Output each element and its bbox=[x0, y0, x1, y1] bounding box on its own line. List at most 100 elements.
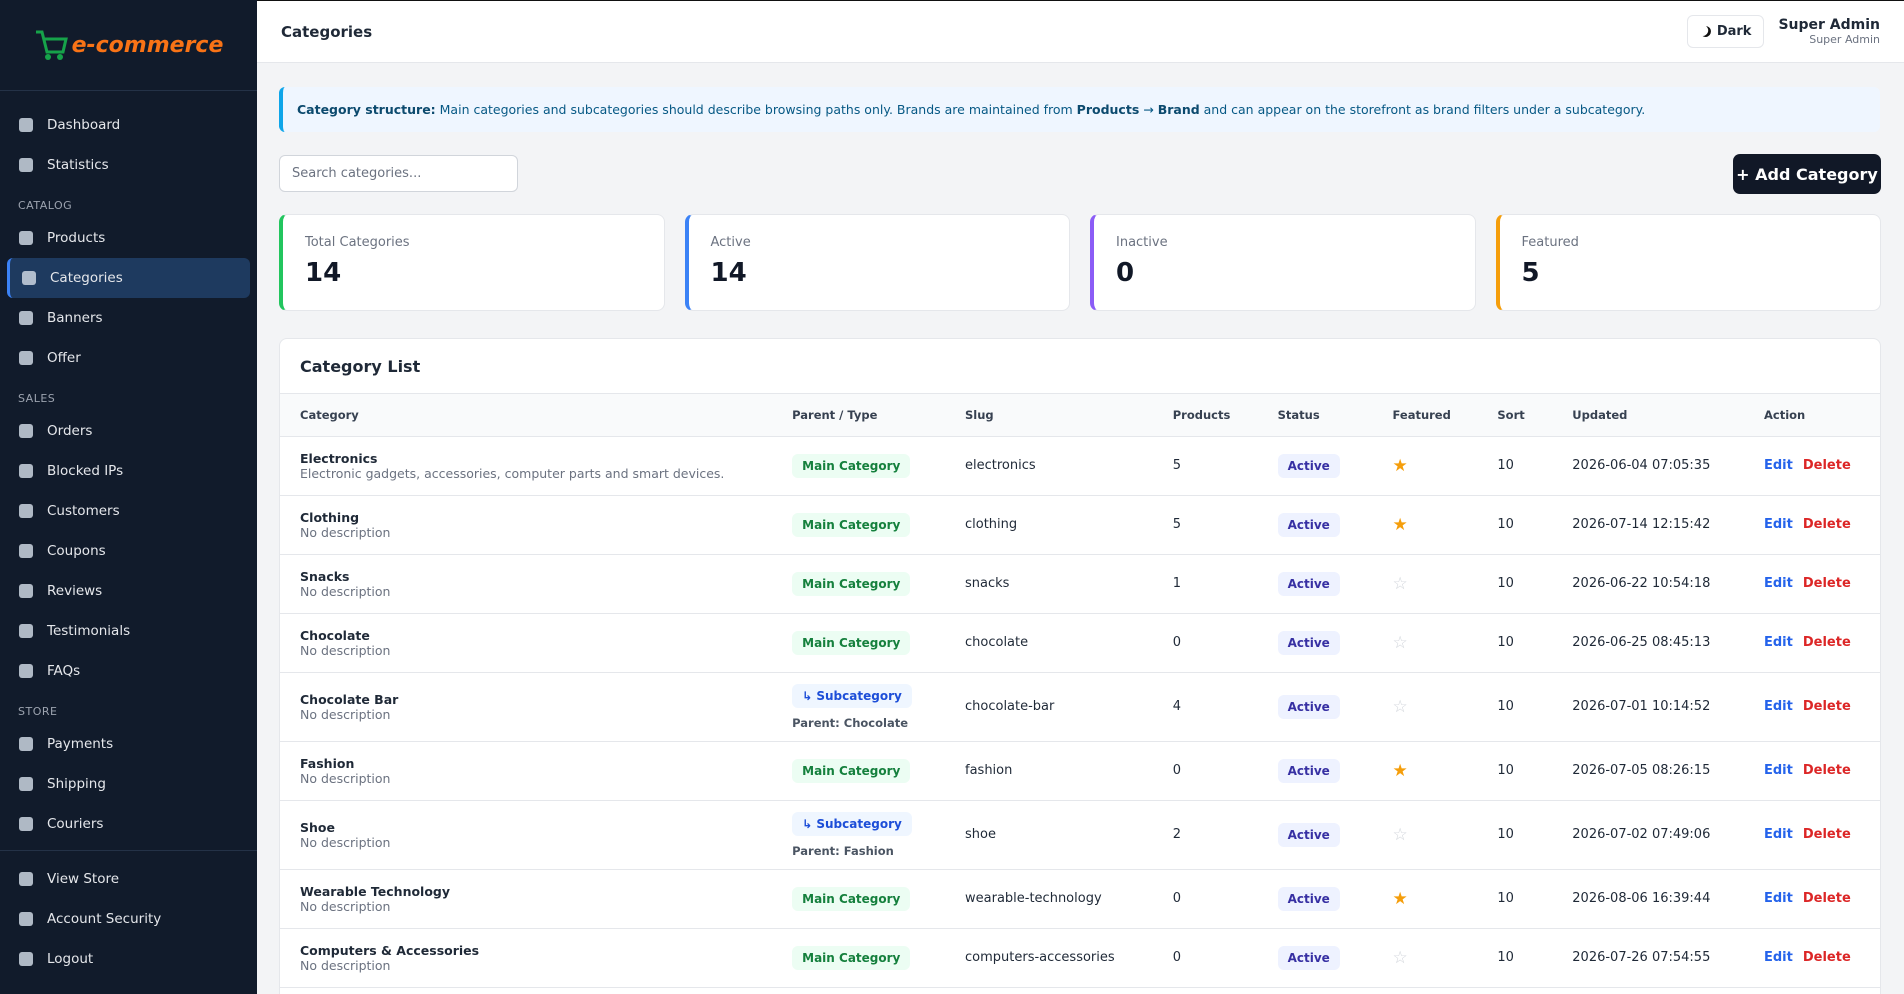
cell-products: 4 bbox=[1171, 672, 1277, 742]
cell-status: Active bbox=[1276, 495, 1392, 555]
type-badge: Main Category bbox=[792, 945, 911, 970]
cell-featured: ☆ bbox=[1391, 554, 1497, 614]
nav-main: Dashboard Statistics CATALOG Products Catego… bbox=[0, 91, 257, 851]
stat-label: Inactive bbox=[1116, 235, 1168, 250]
user-role: Super Admin bbox=[1809, 33, 1880, 46]
status-badge: Active bbox=[1277, 453, 1340, 478]
type-badge: ↳ Subcategory bbox=[792, 683, 912, 708]
nav-label: Statistics bbox=[47, 157, 109, 173]
cell-slug: shoe bbox=[964, 800, 1172, 870]
edit-link[interactable]: Edit bbox=[1764, 458, 1793, 473]
add-category-button[interactable]: + Add Category bbox=[1733, 154, 1881, 194]
stats: Total Categories 14 Active 14 Inactive 0 Featu… bbox=[279, 214, 1881, 311]
cell-slug: fashion bbox=[964, 741, 1172, 801]
parent-label: Parent: Fashion bbox=[792, 843, 894, 858]
cell-type: Main Category bbox=[791, 928, 964, 988]
category-description: No description bbox=[300, 898, 391, 914]
nav-item[interactable]: Blocked IPs bbox=[7, 451, 250, 491]
edit-link[interactable]: Edit bbox=[1764, 576, 1793, 591]
edit-link[interactable]: Edit bbox=[1764, 763, 1793, 778]
delete-link[interactable]: Delete bbox=[1802, 635, 1851, 650]
nav-item[interactable]: Categories bbox=[7, 258, 250, 298]
nav-label: Categories bbox=[50, 270, 123, 286]
status-badge: Active bbox=[1277, 571, 1340, 596]
delete-link[interactable]: Delete bbox=[1802, 458, 1851, 473]
cell-featured: ★ bbox=[1391, 436, 1497, 496]
cell-type: Main Category bbox=[791, 495, 964, 555]
cell-action: Edit Delete bbox=[1763, 928, 1880, 988]
nav-item[interactable]: Customers bbox=[7, 491, 250, 531]
user-info[interactable]: Super Admin Super Admin bbox=[1778, 17, 1880, 46]
cell-updated: 2026-07-02 07:49:06 bbox=[1571, 800, 1763, 870]
cell-sort: 10 bbox=[1496, 554, 1572, 614]
table-row: Fashion No description Main Category fashio… bbox=[280, 741, 1880, 801]
nav-section-title: STORE bbox=[18, 705, 58, 718]
category-name: Computers & Accessories bbox=[300, 942, 480, 958]
nav-icon bbox=[19, 464, 33, 478]
cell-sort: 10 bbox=[1496, 928, 1572, 988]
nav-item[interactable]: Dashboard bbox=[7, 105, 250, 145]
cell-type: Main Category bbox=[791, 613, 964, 673]
nav-item[interactable]: Statistics bbox=[7, 145, 250, 185]
nav-item[interactable]: Coupons bbox=[7, 531, 250, 571]
delete-link[interactable]: Delete bbox=[1802, 950, 1851, 965]
nav-item[interactable]: FAQs bbox=[7, 651, 250, 691]
delete-link[interactable]: Delete bbox=[1802, 891, 1851, 906]
edit-link[interactable]: Edit bbox=[1764, 699, 1793, 714]
moon-icon bbox=[1698, 24, 1712, 38]
nav-item[interactable]: Offer bbox=[7, 338, 250, 378]
cell-category: Wearable Technology No description bbox=[280, 869, 792, 929]
category-name: Snacks bbox=[300, 568, 350, 584]
type-badge: Main Category bbox=[792, 512, 911, 537]
nav-item[interactable]: Payments bbox=[7, 724, 250, 764]
edit-link[interactable]: Edit bbox=[1764, 635, 1793, 650]
cell-category: Electronics Electronic gadgets, accessori… bbox=[280, 436, 792, 496]
category-description: No description bbox=[300, 524, 391, 540]
edit-link[interactable]: Edit bbox=[1764, 950, 1793, 965]
nav-icon bbox=[19, 872, 33, 886]
delete-link[interactable]: Delete bbox=[1802, 763, 1851, 778]
nav-item[interactable]: Shipping bbox=[7, 764, 250, 804]
delete-link[interactable]: Delete bbox=[1802, 699, 1851, 714]
table-body: Electronics Electronic gadgets, accessori… bbox=[280, 436, 1880, 988]
edit-link[interactable]: Edit bbox=[1764, 891, 1793, 906]
nav-label: Logout bbox=[47, 951, 94, 967]
nav-item[interactable]: Products bbox=[7, 218, 250, 258]
cell-status: Active bbox=[1276, 741, 1392, 801]
cell-featured: ★ bbox=[1391, 741, 1497, 801]
category-table-card: Category List Category Parent / Type Slug P… bbox=[279, 338, 1881, 994]
nav-icon bbox=[19, 624, 33, 638]
cell-category: Snacks No description bbox=[280, 554, 792, 614]
logo: e-commerce bbox=[0, 0, 257, 91]
nav-icon bbox=[19, 118, 33, 132]
category-name: Chocolate Bar bbox=[300, 691, 399, 707]
nav-label: Shipping bbox=[47, 776, 106, 792]
theme-toggle[interactable]: Dark bbox=[1686, 15, 1765, 48]
category-name: Clothing bbox=[300, 509, 360, 525]
search-input[interactable]: Search categories... bbox=[279, 155, 518, 192]
nav-item[interactable]: Couriers bbox=[7, 804, 250, 844]
delete-link[interactable]: Delete bbox=[1802, 827, 1851, 842]
delete-link[interactable]: Delete bbox=[1802, 517, 1851, 532]
category-description: No description bbox=[300, 583, 391, 599]
stat-card: Featured 5 bbox=[1495, 214, 1881, 311]
edit-link[interactable]: Edit bbox=[1764, 827, 1793, 842]
cell-featured: ☆ bbox=[1391, 613, 1497, 673]
nav-item[interactable]: Banners bbox=[7, 298, 250, 338]
stat-label: Featured bbox=[1521, 235, 1579, 250]
nav-item[interactable]: Testimonials bbox=[7, 611, 250, 651]
nav-item[interactable]: Logout bbox=[7, 939, 250, 979]
nav-item[interactable]: Orders bbox=[7, 411, 250, 451]
cell-status: Active bbox=[1276, 613, 1392, 673]
nav-icon bbox=[19, 504, 33, 518]
nav-item[interactable]: View Store bbox=[7, 859, 250, 899]
cell-type: ↳ Subcategory Parent: Chocolate bbox=[791, 672, 964, 742]
column-header: Sort bbox=[1496, 394, 1572, 437]
edit-link[interactable]: Edit bbox=[1764, 517, 1793, 532]
cell-products: 2 bbox=[1171, 800, 1277, 870]
nav-item[interactable]: Reviews bbox=[7, 571, 250, 611]
featured-star: ☆ bbox=[1392, 573, 1408, 594]
nav-item[interactable]: Account Security bbox=[7, 899, 250, 939]
notice-text: Main categories and subcategories should… bbox=[435, 102, 1077, 117]
delete-link[interactable]: Delete bbox=[1802, 576, 1851, 591]
